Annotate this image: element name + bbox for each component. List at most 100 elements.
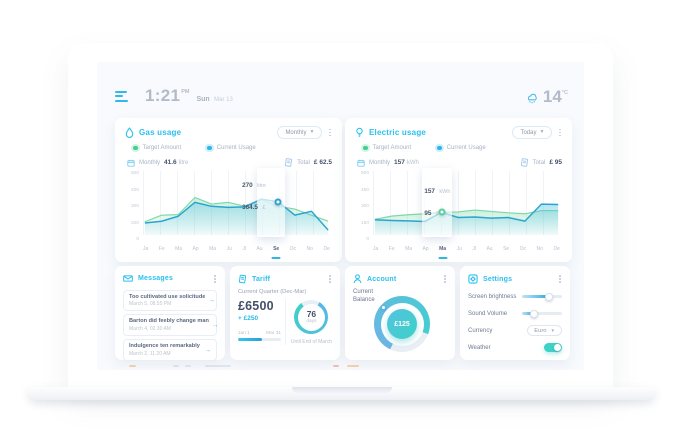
y-axis-tick: 150	[360, 220, 369, 226]
more-menu-icon[interactable]	[328, 128, 332, 138]
legend-target-label: Target Amount	[372, 145, 412, 151]
envelope-icon	[123, 275, 133, 283]
open-message-icon[interactable]: →	[211, 321, 219, 329]
month-label[interactable]: Ja	[143, 246, 149, 252]
month-label[interactable]: Ju	[226, 246, 232, 252]
usage-unit: litre	[178, 159, 189, 166]
legend-target-label: Target Amount	[142, 145, 182, 151]
month-label[interactable]: Se	[273, 246, 279, 255]
more-menu-icon[interactable]	[558, 274, 562, 284]
month-label[interactable]: Au	[486, 246, 493, 252]
target-legend-dot	[363, 145, 368, 151]
gas-period-dropdown[interactable]: Monthly ▼	[277, 126, 323, 139]
month-label[interactable]: Fe	[388, 246, 395, 252]
gas-chart-plot[interactable]: 270 litre 364.5 £	[143, 168, 330, 237]
chart-tooltip: 270 litre 364.5 £	[242, 182, 266, 211]
receipt-icon	[284, 158, 293, 167]
current-legend-dot	[437, 145, 442, 151]
open-message-icon[interactable]: →	[208, 297, 215, 305]
month-label[interactable]: Fe	[158, 246, 165, 252]
temperature-unit: °C	[561, 89, 568, 96]
currency-dropdown[interactable]: Euro ▼	[527, 325, 562, 336]
y-axis-tick: 300	[130, 204, 139, 209]
month-label[interactable]: Au	[256, 246, 263, 252]
chevron-down-icon: ▼	[539, 129, 545, 135]
card-title: Tariff	[252, 275, 271, 283]
month-label[interactable]: Jl	[242, 246, 246, 252]
month-label[interactable]: Ma	[209, 246, 217, 252]
days-remaining-value: 76	[306, 308, 317, 319]
current-legend-dot	[207, 145, 212, 151]
month-label[interactable]: De	[323, 246, 330, 252]
electric-chart-plot[interactable]: 157 kWh 95 £	[373, 168, 560, 237]
settings-card: Settings Screen brightness Sound Volume …	[460, 266, 570, 360]
month-label[interactable]: Se	[503, 246, 510, 252]
days-remaining-ring: 76 days	[294, 300, 329, 334]
date-label: Mar 13	[214, 96, 233, 103]
open-message-icon[interactable]: →	[204, 346, 212, 354]
person-icon	[353, 274, 362, 284]
month-label[interactable]: Oc	[289, 246, 297, 252]
month-label[interactable]: No	[536, 246, 543, 252]
selected-point-marker	[274, 198, 282, 206]
more-menu-icon[interactable]	[328, 274, 332, 284]
divider	[285, 299, 286, 345]
balance-gauge: £125	[374, 296, 430, 352]
total-label: Total	[532, 159, 546, 166]
message-item[interactable]: Barton did feebly change man March 4, 02…	[123, 314, 219, 337]
target-legend-dot	[133, 145, 138, 151]
month-label[interactable]: Ap	[192, 246, 199, 252]
card-title: Account	[367, 275, 397, 283]
gear-icon	[468, 274, 478, 284]
more-menu-icon[interactable]	[213, 274, 217, 284]
weather-widget: 14 °C	[525, 88, 568, 105]
month-label[interactable]: Jl	[472, 246, 476, 252]
month-label[interactable]: Oc	[519, 246, 527, 252]
chart-legend: Target Amount Current Usage	[363, 145, 562, 151]
y-axis: 500 400 300 200 0	[125, 171, 139, 242]
y-axis-tick: 400	[130, 187, 139, 193]
usage-amount: 41.6	[164, 159, 177, 166]
chevron-down-icon: ▼	[550, 328, 555, 333]
hamburger-icon[interactable]	[115, 90, 128, 102]
legend-current-label: Current Usage	[216, 145, 256, 151]
month-label[interactable]: Ma	[175, 246, 183, 252]
y-axis-tick: 200	[130, 220, 139, 226]
month-label[interactable]: Ja	[373, 246, 379, 252]
time-meridiem: PM	[181, 88, 190, 95]
month-label[interactable]: Ju	[456, 246, 462, 252]
weather-toggle[interactable]	[544, 342, 562, 353]
chevron-down-icon: ▼	[309, 129, 315, 135]
day-label: Sun	[196, 95, 210, 103]
slider-thumb[interactable]	[530, 309, 538, 318]
card-title: Settings	[483, 275, 513, 283]
gauge-marker-dot	[381, 305, 386, 310]
more-menu-icon[interactable]	[443, 274, 447, 284]
month-label[interactable]: No	[306, 246, 313, 252]
laptop-base	[28, 387, 655, 400]
period-label: Monthly	[369, 159, 391, 166]
y-axis-tick: 600	[360, 171, 369, 176]
more-menu-icon[interactable]	[558, 128, 562, 138]
tariff-footnote: Until End of March	[290, 339, 332, 345]
brightness-slider[interactable]	[522, 292, 562, 301]
laptop-notch	[291, 387, 392, 393]
month-label[interactable]: Ap	[422, 246, 429, 252]
message-item[interactable]: Too cultivated use solicitude March 5, 0…	[123, 289, 217, 312]
volume-slider[interactable]	[522, 309, 562, 318]
y-axis-tick: 0	[136, 237, 139, 242]
tariff-card: Tariff Current Quarter (Dec-Mar) £6500 +…	[230, 266, 340, 360]
y-axis-tick: 450	[360, 187, 369, 193]
slider-thumb[interactable]	[545, 292, 554, 301]
month-axis: Ja Fe Ma Ap Ma Ju Jl Au Se Oc No De	[143, 246, 330, 255]
electric-chart: 600 450 300 150 0 157 kWh 95 £	[355, 168, 562, 255]
electric-period-dropdown[interactable]: Today ▼	[512, 126, 553, 139]
brightness-label: Screen brightness	[468, 293, 517, 300]
month-label[interactable]: De	[553, 246, 560, 252]
period-label: Monthly	[139, 159, 161, 166]
month-label[interactable]: Ma	[405, 246, 413, 252]
gas-chart: 500 400 300 200 0 270 litre 364.5 £	[125, 168, 332, 255]
message-item[interactable]: Indulgence ten remarkably March 2, 11.20…	[123, 339, 217, 361]
month-label[interactable]: Ma	[439, 246, 446, 255]
